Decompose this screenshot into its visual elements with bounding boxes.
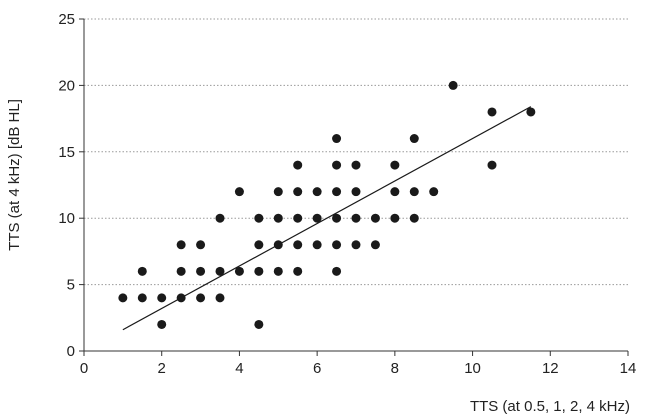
data-point — [370, 240, 380, 250]
x-tick-label: 4 — [235, 360, 243, 377]
data-point — [293, 160, 303, 170]
data-point — [215, 266, 225, 276]
data-point — [312, 240, 322, 250]
y-tick-label: 15 — [58, 144, 75, 161]
data-point — [293, 187, 303, 197]
x-axis-title: TTS (at 0.5, 1, 2, 4 kHz) — [470, 398, 630, 415]
data-point — [332, 213, 342, 223]
data-point — [293, 240, 303, 250]
data-point — [293, 266, 303, 276]
data-point — [429, 187, 439, 197]
y-tick-label: 0 — [67, 343, 75, 360]
tick-labels: 0 5 10 15 20 25 0 2 4 6 8 10 12 14 — [58, 11, 636, 377]
data-point — [332, 160, 342, 170]
data-point — [137, 266, 147, 276]
data-point — [157, 319, 167, 329]
data-point — [215, 293, 225, 303]
data-point — [390, 160, 400, 170]
axes — [79, 18, 629, 356]
data-point — [409, 213, 419, 223]
y-tick-label: 20 — [58, 77, 75, 94]
data-point — [390, 213, 400, 223]
data-point — [370, 213, 380, 223]
data-point — [273, 213, 283, 223]
data-point — [196, 240, 206, 250]
x-tick-label: 14 — [620, 360, 637, 377]
y-tick-label: 5 — [67, 277, 75, 294]
x-tick-label: 8 — [391, 360, 399, 377]
data-point — [351, 213, 361, 223]
data-point — [273, 266, 283, 276]
data-point — [409, 134, 419, 144]
data-point — [215, 213, 225, 223]
y-axis-title: TTS (at 4 kHz) [dB HL] — [6, 99, 23, 251]
x-tick-label: 6 — [313, 360, 321, 377]
data-point — [487, 107, 497, 117]
data-point — [351, 187, 361, 197]
x-tick-label: 2 — [158, 360, 166, 377]
data-point — [526, 107, 536, 117]
data-point — [332, 134, 342, 144]
data-point — [137, 293, 147, 303]
x-tick-label: 12 — [542, 360, 559, 377]
data-point — [176, 293, 186, 303]
data-point — [196, 293, 206, 303]
data-point — [196, 266, 206, 276]
data-point — [351, 160, 361, 170]
data-point — [273, 187, 283, 197]
data-point — [448, 80, 458, 90]
data-point — [351, 240, 361, 250]
data-point — [332, 266, 342, 276]
data-point — [234, 266, 244, 276]
data-point — [157, 293, 167, 303]
data-point — [409, 187, 419, 197]
data-point — [390, 187, 400, 197]
data-point — [273, 240, 283, 250]
data-point — [293, 213, 303, 223]
data-point — [254, 213, 264, 223]
data-point — [254, 240, 264, 250]
data-point — [254, 266, 264, 276]
data-point — [332, 187, 342, 197]
y-tick-label: 25 — [58, 11, 75, 28]
data-point — [176, 240, 186, 250]
data-point — [234, 187, 244, 197]
data-point — [176, 266, 186, 276]
x-tick-label: 10 — [464, 360, 481, 377]
trend-line — [122, 106, 532, 331]
x-tick-label: 0 — [80, 360, 88, 377]
data-point — [254, 319, 264, 329]
data-point — [312, 187, 322, 197]
data-points — [118, 80, 536, 329]
y-tick-label: 10 — [58, 210, 75, 227]
data-point — [312, 213, 322, 223]
data-point — [487, 160, 497, 170]
data-point — [118, 293, 128, 303]
data-point — [332, 240, 342, 250]
